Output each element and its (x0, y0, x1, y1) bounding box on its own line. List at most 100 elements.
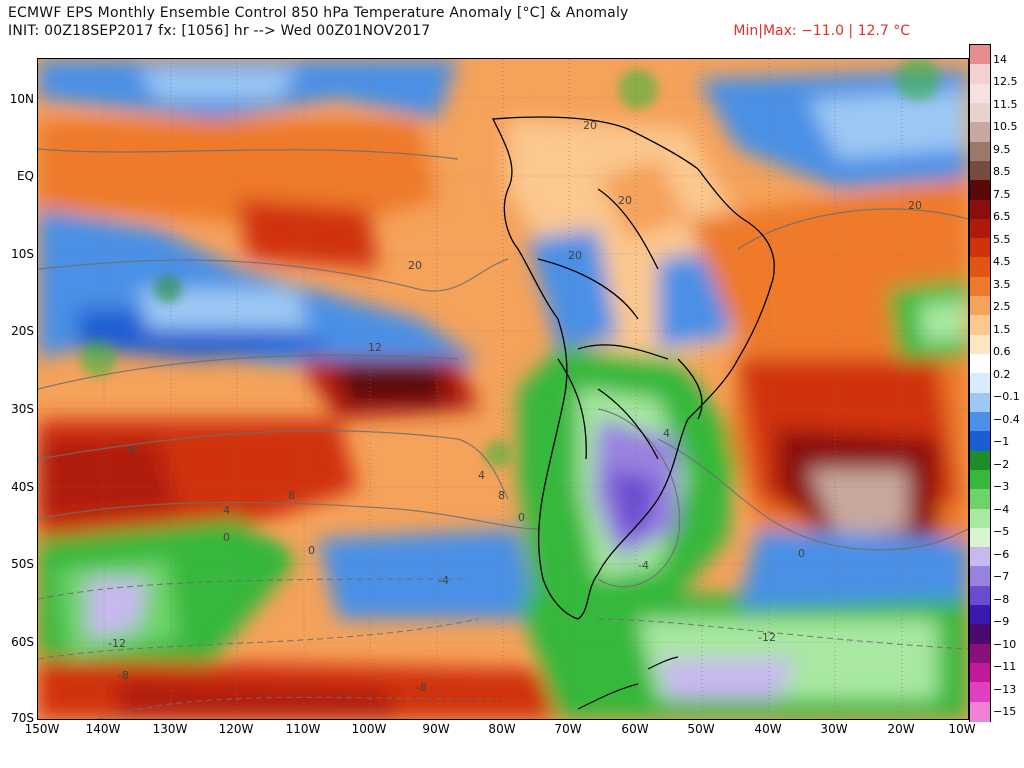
contour-label: -4 (438, 574, 449, 587)
color-scale-swatch (970, 83, 990, 104)
lat-label: 10N (9, 92, 34, 106)
color-scale-bar (969, 44, 991, 722)
contour-label: 4 (663, 427, 670, 440)
color-scale-swatch (970, 102, 990, 123)
lat-label: 50S (11, 557, 34, 571)
min-max-readout: Min|Max: −11.0 | 12.7 °C (733, 23, 910, 39)
color-scale-swatch (970, 296, 990, 316)
color-scale-label: −4 (993, 502, 1010, 516)
contour-label: -8 (118, 669, 129, 682)
color-scale-label: 9.5 (993, 142, 1011, 156)
color-scale-label: −3 (993, 480, 1010, 494)
contour-label: 4 (223, 504, 230, 517)
lon-label: 50W (687, 722, 715, 736)
contour-label: 0 (518, 511, 525, 524)
color-scale-swatch (970, 682, 990, 703)
contour-label: 4 (478, 469, 485, 482)
color-scale-swatch (970, 122, 990, 143)
contour-label: 8 (128, 444, 135, 457)
color-scale-label: −15 (993, 705, 1017, 718)
lat-label: 20S (11, 324, 34, 338)
color-scale-label: −9 (993, 615, 1010, 629)
color-scale-label: −13 (993, 682, 1017, 696)
contour-label: 20 (908, 199, 922, 212)
color-scale-swatch (970, 450, 990, 471)
color-scale-swatch (970, 489, 990, 510)
contour-label: 20 (618, 194, 632, 207)
chart-title: ECMWF EPS Monthly Ensemble Control 850 h… (8, 5, 629, 21)
lon-label: 110W (285, 722, 321, 736)
color-scale-label: 4.5 (993, 255, 1011, 269)
color-scale-swatch (970, 624, 990, 645)
color-scale-swatch (970, 257, 990, 278)
color-scale-label: −0.1 (993, 390, 1020, 404)
color-scale-label: −1 (993, 435, 1010, 449)
color-scale-swatch (970, 160, 990, 181)
color-scale-swatch (970, 141, 990, 162)
color-scale-swatch (970, 334, 990, 355)
color-scale-swatch (970, 411, 990, 432)
color-scale-swatch (970, 315, 990, 336)
color-scale-swatch (970, 585, 990, 606)
contour-label: -12 (758, 631, 776, 644)
color-scale-swatch (970, 527, 990, 548)
color-scale-swatch (970, 373, 990, 394)
color-scale-swatch (970, 663, 990, 683)
color-scale-label: 10.5 (993, 120, 1018, 134)
color-scale-swatch (970, 701, 990, 722)
temperature-anomaly-map: 20 20 20 20 20 12 8 8 4 4 4 0 0 0 0 -4 -… (37, 58, 969, 720)
lon-label: 90W (422, 722, 450, 736)
color-scale-swatch (970, 605, 990, 626)
contour-label: 12 (368, 341, 382, 354)
lon-label: 70W (554, 722, 582, 736)
lon-label: 30W (820, 722, 848, 736)
color-scale-swatch (970, 238, 990, 259)
color-scale-label: 8.5 (993, 165, 1011, 179)
lon-label: 10W (948, 722, 976, 736)
lon-label: 100W (351, 722, 387, 736)
color-scale-swatch (970, 64, 990, 85)
color-scale-swatch (970, 218, 990, 239)
color-scale-label: −7 (993, 570, 1010, 584)
color-scale-label: 2.5 (993, 300, 1011, 314)
color-scale-label: 3.5 (993, 277, 1011, 291)
color-scale-swatch (970, 45, 990, 65)
lat-label: 70S (11, 711, 34, 725)
color-scale-label: 5.5 (993, 232, 1011, 246)
lat-label: 10S (11, 247, 34, 261)
contour-label: 20 (568, 249, 582, 262)
color-scale-swatch (970, 508, 990, 529)
lon-label: 60W (621, 722, 649, 736)
color-scale-label: −8 (993, 592, 1010, 606)
contour-label: 20 (408, 259, 422, 272)
color-scale-swatch (970, 199, 990, 220)
lat-label: 30S (11, 402, 34, 416)
color-scale-swatch (970, 392, 990, 413)
color-scale-label: −2 (993, 457, 1010, 471)
color-scale-swatch (970, 354, 990, 374)
color-scale-label: 11.5 (993, 97, 1018, 111)
color-scale-swatch (970, 276, 990, 297)
init-forecast-line: INIT: 00Z18SEP2017 fx: [1056] hr --> Wed… (8, 23, 431, 39)
contour-label: 8 (498, 489, 505, 502)
color-scale-label: 14 (993, 53, 1007, 66)
lon-label: 40W (754, 722, 782, 736)
lat-label: 40S (11, 480, 34, 494)
color-scale-label: 12.5 (993, 75, 1018, 89)
color-scale-label: −11 (993, 660, 1017, 674)
contour-label: -8 (416, 681, 427, 694)
lon-label: 130W (152, 722, 188, 736)
contour-label: 8 (288, 489, 295, 502)
color-scale-label: 7.5 (993, 187, 1011, 201)
lon-label: 150W (24, 722, 60, 736)
lon-label: 80W (488, 722, 516, 736)
lon-label: 120W (218, 722, 254, 736)
color-scale-label: −6 (993, 547, 1010, 561)
lat-label: 60S (11, 635, 34, 649)
contour-label: 0 (308, 544, 315, 557)
contour-label: 0 (223, 531, 230, 544)
color-scale-swatch (970, 547, 990, 568)
color-scale-swatch (970, 566, 990, 587)
color-scale-label: 1.5 (993, 322, 1011, 336)
color-scale-swatch (970, 180, 990, 201)
